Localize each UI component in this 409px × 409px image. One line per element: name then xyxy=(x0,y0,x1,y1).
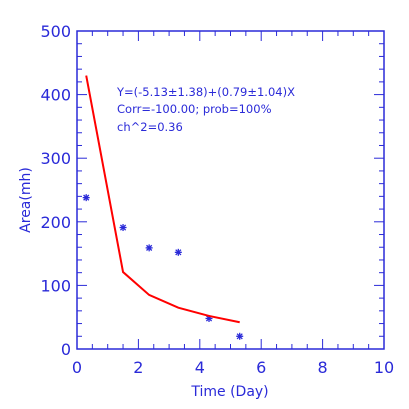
y-tick-label: 0 xyxy=(61,340,71,359)
x-tick-label: 0 xyxy=(72,358,82,377)
data-point xyxy=(119,224,127,232)
annotation-correlation: Corr=-100.00; prob=100% xyxy=(117,102,272,116)
data-point xyxy=(236,332,244,340)
y-axis-title: Area(mh) xyxy=(18,167,34,233)
x-tick-label: 10 xyxy=(374,358,394,377)
data-point xyxy=(82,194,90,202)
plot-area xyxy=(76,30,385,350)
x-tick-label: 6 xyxy=(256,358,266,377)
data-point xyxy=(145,244,153,252)
axis-ticks xyxy=(76,30,385,350)
data-point xyxy=(174,248,182,256)
y-tick-label: 400 xyxy=(40,86,71,105)
fit-line xyxy=(85,75,240,324)
y-tick-label: 500 xyxy=(40,22,71,41)
plot-frame xyxy=(76,30,385,350)
chart-marks xyxy=(82,75,244,340)
annotation-block: Y=(-5.13±1.38)+(0.79±1.04)X Corr=-100.00… xyxy=(116,85,295,134)
x-tick-label: 4 xyxy=(195,358,205,377)
y-tick-label: 200 xyxy=(40,213,71,232)
x-tick-label: 8 xyxy=(318,358,328,377)
annotation-chi-square: ch^2=0.36 xyxy=(117,120,183,134)
x-axis-title: Time (Day) xyxy=(190,384,268,400)
x-tick-label: 2 xyxy=(133,358,143,377)
annotation-fit-equation: Y=(-5.13±1.38)+(0.79±1.04)X xyxy=(116,85,295,99)
y-tick-label: 100 xyxy=(40,276,71,295)
y-tick-label: 300 xyxy=(40,149,71,168)
